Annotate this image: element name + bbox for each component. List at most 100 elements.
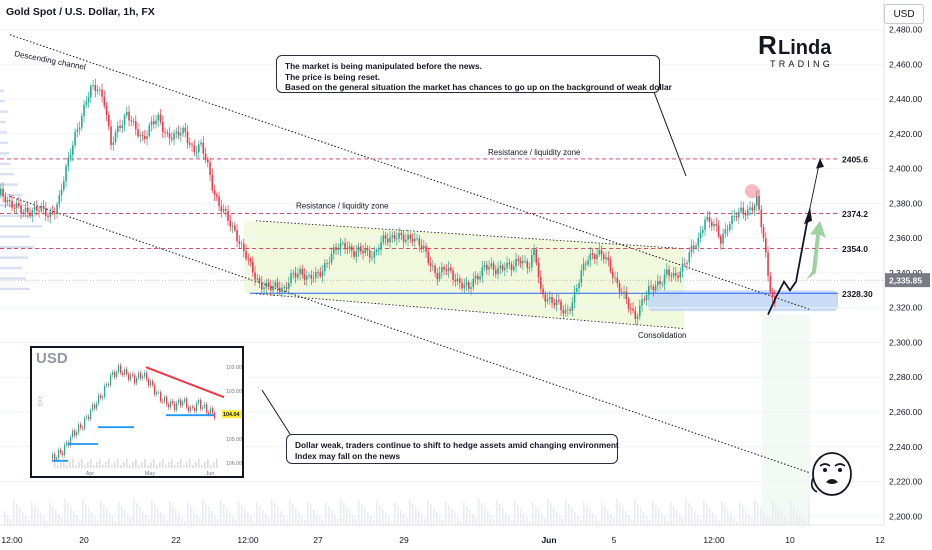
candle-body [630,308,632,310]
candle-body [195,152,198,153]
candle-body [607,257,610,261]
candle-body [465,282,468,286]
candle-body [389,237,391,243]
candle-body [45,208,47,217]
candle-body [337,249,340,251]
candle-body [612,271,614,278]
candle-body [308,275,310,276]
candle-body [218,196,220,207]
candle-body [85,101,88,105]
channel-upper-line[interactable] [9,34,811,310]
candle-body [497,268,499,275]
candle-body [317,271,319,273]
svg-text:Linda: Linda [778,37,832,59]
candle-body [15,203,18,209]
candle-body [506,262,508,268]
candle-body [650,286,652,287]
candle-body [175,131,178,134]
last-price-label: 2,335.85 [889,276,922,286]
candle-body [315,271,317,278]
forecast-path[interactable] [767,217,809,316]
y-tick-label: 2,480.00 [889,25,922,35]
candle-body [461,282,463,289]
currency-button[interactable]: USD [884,4,924,24]
candle-body [760,209,763,227]
candle-body [434,265,436,274]
volume-profile-bar [0,110,8,113]
candle-body [285,287,288,289]
candle-body [468,282,470,289]
candle-body [747,209,749,216]
candle-body [519,260,522,264]
candle-body [598,250,601,255]
candle-body [42,206,45,209]
candle-body [252,261,254,273]
candle-body [528,267,531,269]
candle-body [452,270,454,280]
rlinda-logo: R Linda TRADING [756,30,846,70]
candle-body [328,262,331,264]
candle-body [157,114,160,121]
green-forecast-arrow [806,220,826,280]
candle-body [643,299,646,301]
inset-y-tick: 106.00 [226,461,242,467]
candle-body [162,121,164,132]
candle-body [702,229,704,233]
candle-body [33,206,36,211]
candle-body [441,267,443,273]
top-callout-pointer [653,91,687,177]
candle-body [751,207,754,211]
volume-profile-bar [0,245,34,249]
candle-body [603,254,605,260]
candle-body [101,89,103,97]
volume-profile-bar [0,225,42,228]
candle-body [117,125,119,133]
candle-body [508,262,511,265]
y-tick-label: 2,340.00 [889,268,922,278]
candle-body [432,265,434,267]
y-tick-label: 2,300.00 [889,337,922,347]
candle-body [384,235,387,239]
candle-body [324,263,326,272]
candle-body [542,288,544,295]
candle-body [515,258,517,267]
candle-body [139,135,142,137]
candle-body [533,249,535,256]
consolidation-label: Consolidation [638,331,686,340]
candle-body [726,229,729,231]
candle-body [342,242,344,244]
volume-profile-bar [0,120,6,124]
candle-body [504,267,506,270]
candle-body [87,97,90,102]
candle-body [321,271,324,277]
candle-body [699,232,702,239]
candle-body [571,302,574,311]
candle-body [769,275,772,292]
volume-profile-bar [0,99,5,103]
candle-body [49,211,52,218]
candle-body [605,257,607,260]
candle-body [288,283,290,289]
top-callout-line-2: The price is being reset. [285,71,380,82]
candle-body [731,216,733,225]
candle-body [668,269,670,276]
channel-lower-line[interactable] [9,195,811,474]
candle-body [40,206,43,212]
candle-body [558,299,560,302]
candle-body [398,232,400,239]
consolidation-upper-line[interactable] [255,220,685,249]
candle-body [722,233,724,244]
candle-body [272,286,274,291]
candle-body [708,216,711,222]
candle-body [148,125,151,136]
volume-profile-bar [0,162,10,165]
candle-body [344,242,346,248]
candle-body [76,129,79,132]
consolidation-lower-line[interactable] [255,293,685,329]
candle-body [711,221,713,227]
candle-body [713,223,715,227]
candle-body [549,296,551,300]
forecast-target-line[interactable] [807,159,821,218]
volume-profile-bar [0,193,22,197]
